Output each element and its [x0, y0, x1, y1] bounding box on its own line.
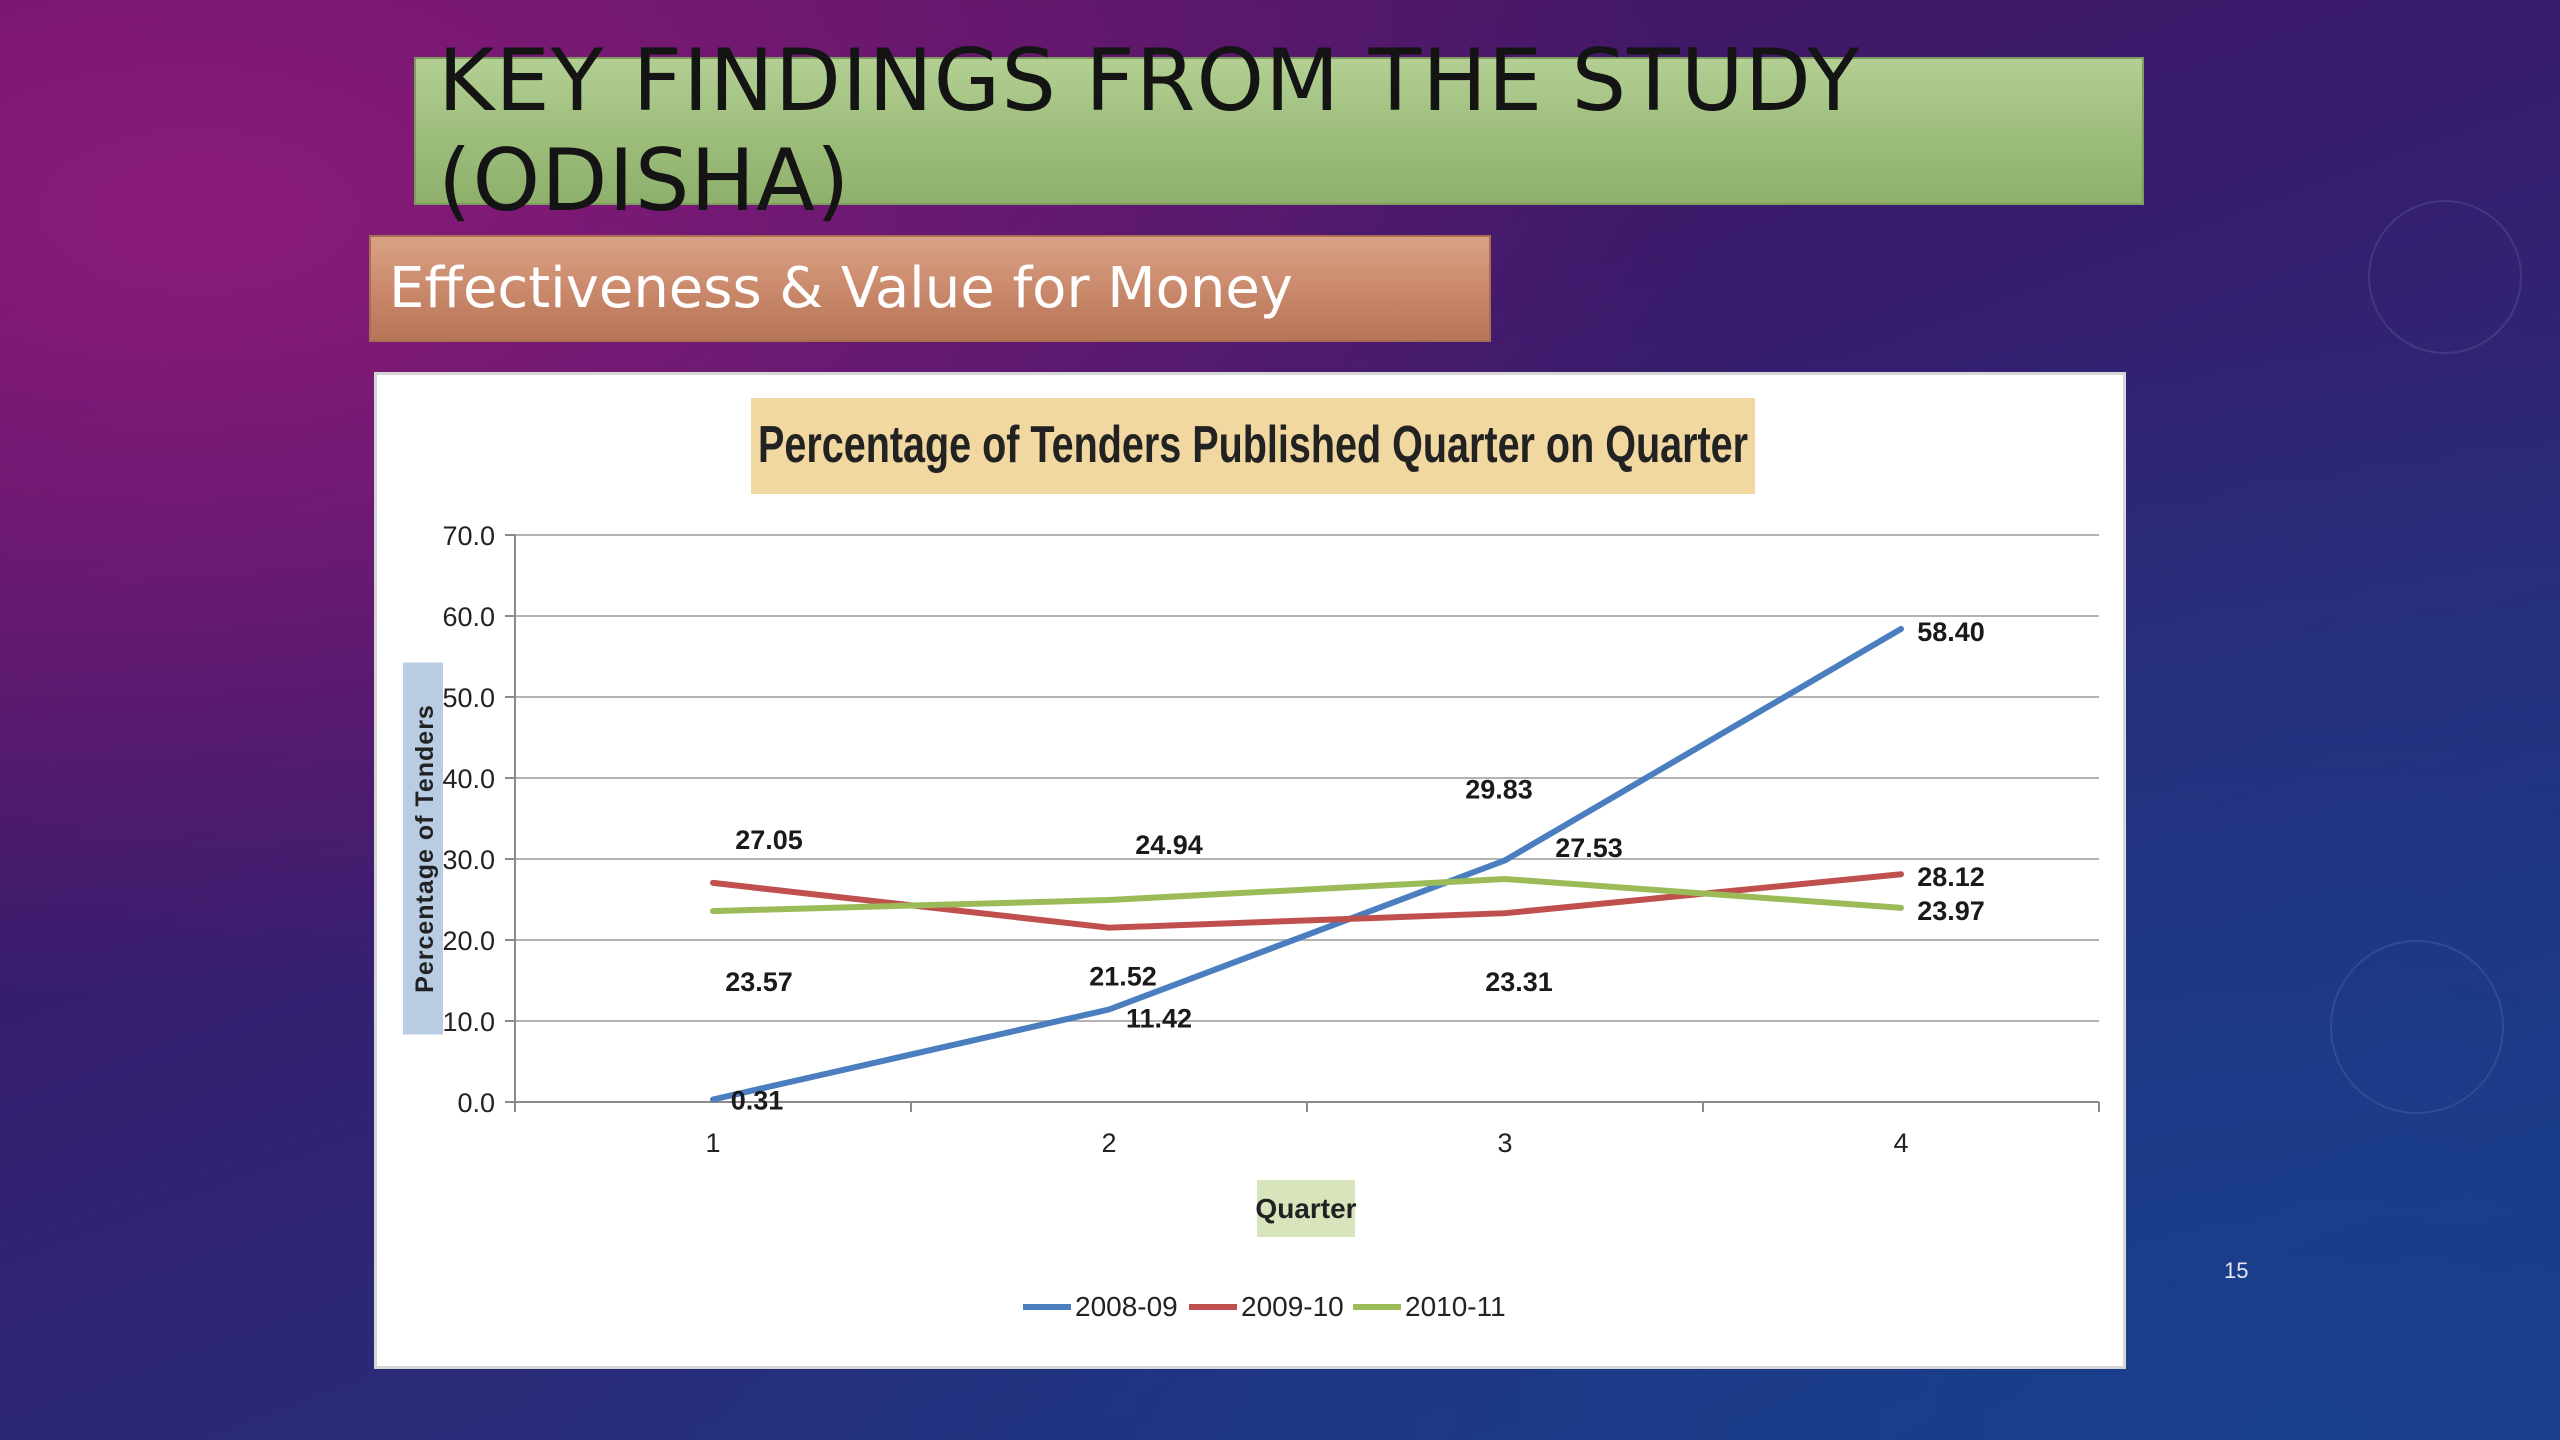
slide-number: 15	[2224, 1258, 2249, 1283]
x-tick-label: 3	[1497, 1128, 1512, 1158]
data-label: 23.57	[725, 967, 793, 997]
x-axis-title-background	[1257, 1180, 1355, 1237]
legend-label: 2010-11	[1405, 1291, 1506, 1322]
slide-subtitle: Effectiveness & Value for Money	[389, 256, 1293, 321]
slide-title-bar: KEY FINDINGS FROM THE STUDY (ODISHA)	[414, 31, 2144, 231]
chart-title: Percentage of Tenders Published Quarter …	[758, 416, 1748, 474]
slide-title: KEY FINDINGS FROM THE STUDY (ODISHA)	[438, 31, 1861, 231]
line-chart: Percentage of Tenders Published Quarter …	[374, 372, 2126, 1369]
decorative-circle	[2330, 940, 2504, 1114]
x-axis-title: Quarter	[1255, 1193, 1356, 1224]
label-layer: 0.31 11.42 29.83 58.40 27.05 21.52 23.31 28.12 2…	[725, 617, 1985, 1116]
series-line-2010-11	[710, 876, 1904, 915]
grid-layer	[515, 534, 2099, 1022]
slide-subtitle-bar: Effectiveness & Value for Money	[369, 235, 1491, 342]
chart-title-background	[751, 398, 1755, 494]
y-tick-label: 60.0	[442, 602, 495, 632]
y-axis-title-group: Percentage of Tenders	[403, 662, 443, 1035]
data-label: 27.05	[735, 825, 803, 855]
axis-layer: 0.0 10.0 20.0 30.0 40.0 50.0 60.0 70.0 1 2 3 4	[442, 521, 2100, 1158]
y-tick-label: 40.0	[442, 764, 495, 794]
x-tick-label: 1	[705, 1128, 720, 1158]
data-label: 28.12	[1917, 862, 1985, 892]
data-label: 27.53	[1555, 833, 1623, 863]
data-label: 58.40	[1917, 617, 1985, 647]
data-label: 23.31	[1485, 967, 1553, 997]
data-label: 29.83	[1465, 774, 1533, 804]
data-label: 23.97	[1917, 896, 1985, 926]
data-label: 0.31	[731, 1085, 784, 1115]
data-label: 24.94	[1135, 830, 1203, 860]
series-line-2008-09	[710, 625, 1904, 1103]
x-tick-label: 2	[1101, 1128, 1116, 1158]
series-layer	[710, 625, 1904, 1103]
y-axis-title-background	[403, 662, 443, 1035]
data-label: 11.42	[1126, 1003, 1192, 1033]
legend-label: 2009-10	[1241, 1291, 1344, 1322]
y-axis-title: Percentage of Tenders	[411, 704, 439, 993]
y-tick-label: 20.0	[442, 926, 495, 956]
y-tick-label: 30.0	[442, 845, 495, 875]
legend: 2008-09 2009-10 2010-11	[1023, 1291, 1506, 1322]
data-label: 21.52	[1089, 962, 1157, 992]
y-tick-label: 0.0	[457, 1088, 495, 1118]
decorative-circle	[2368, 200, 2522, 354]
chart-svg: Percentage of Tenders Published Quarter …	[403, 398, 2100, 1322]
series-line-2009-10	[710, 871, 1904, 931]
y-tick-label: 70.0	[442, 521, 495, 551]
legend-label: 2008-09	[1075, 1291, 1178, 1322]
y-tick-label: 50.0	[442, 683, 495, 713]
y-tick-label: 10.0	[442, 1007, 495, 1037]
x-tick-label: 4	[1893, 1128, 1908, 1158]
